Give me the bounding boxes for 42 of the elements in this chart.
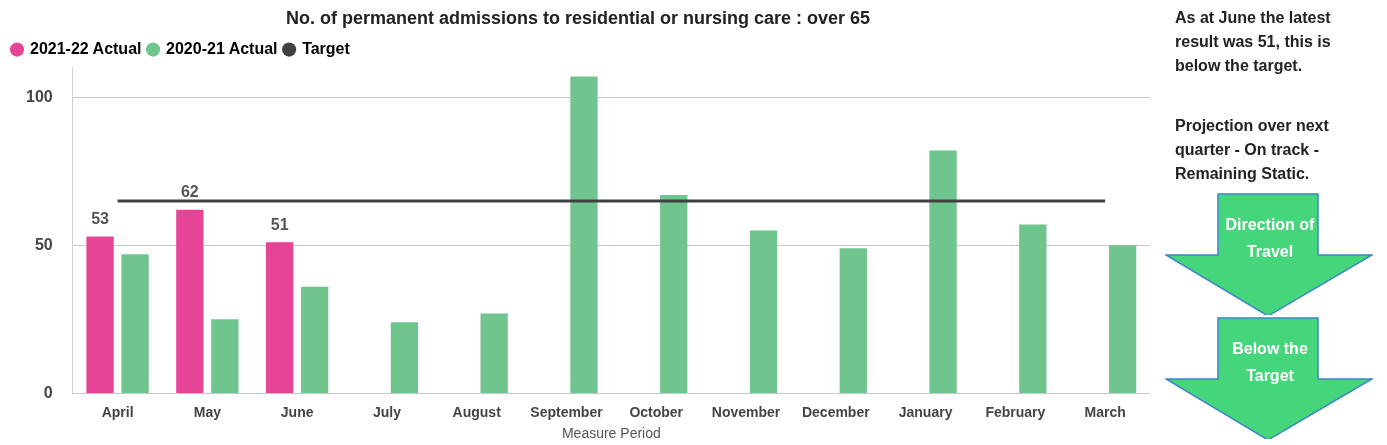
bar <box>1019 224 1047 393</box>
bar <box>480 313 508 393</box>
bar <box>929 150 957 393</box>
bar <box>839 248 867 393</box>
text: Projection over next quarter - On track - Remaining Static. <box>1175 116 1330 184</box>
x-tick-label: August <box>452 403 502 420</box>
x-axis-title: Measure Period <box>561 425 661 442</box>
x-tick-label: September <box>530 403 604 420</box>
bar <box>211 319 239 393</box>
x-tick-label: July <box>372 403 402 420</box>
bar <box>121 254 149 393</box>
chart-title: No. of permanent admissions to residential or nursing care : over 65 <box>285 7 871 28</box>
bar <box>390 322 419 393</box>
bar <box>1108 245 1137 393</box>
bar <box>176 209 204 393</box>
x-tick-label: June <box>280 403 314 420</box>
y-tick-label: 50 <box>34 235 53 253</box>
bar <box>570 76 598 393</box>
legend-label: 2021-22 Actual <box>30 40 142 58</box>
x-tick-label: January <box>898 403 953 420</box>
data-label: 53 <box>91 209 110 227</box>
x-tick-label: April <box>101 403 134 420</box>
bar <box>86 236 114 393</box>
x-tick-label: November <box>711 403 781 420</box>
data-label: 51 <box>270 215 289 233</box>
x-tick-label: October <box>629 403 684 420</box>
data-label: 62 <box>180 183 199 201</box>
text: As at June the latest result was 51, this is below the target. <box>1175 8 1332 76</box>
bar <box>660 194 688 393</box>
bar <box>749 230 778 393</box>
y-tick-label: 0 <box>43 383 53 401</box>
y-tick-label: 100 <box>25 87 53 105</box>
text: Direction of Travel <box>1224 215 1316 262</box>
bar <box>300 286 329 393</box>
x-tick-label: May <box>193 403 222 420</box>
bar <box>265 242 294 393</box>
text: Below the Target <box>1231 339 1309 386</box>
legend-label: Target <box>302 40 351 58</box>
legend-label: 2020-21 Actual <box>166 40 278 58</box>
x-tick-label: December <box>801 403 871 420</box>
x-tick-label: March <box>1084 403 1126 420</box>
x-tick-label: February <box>985 403 1046 420</box>
